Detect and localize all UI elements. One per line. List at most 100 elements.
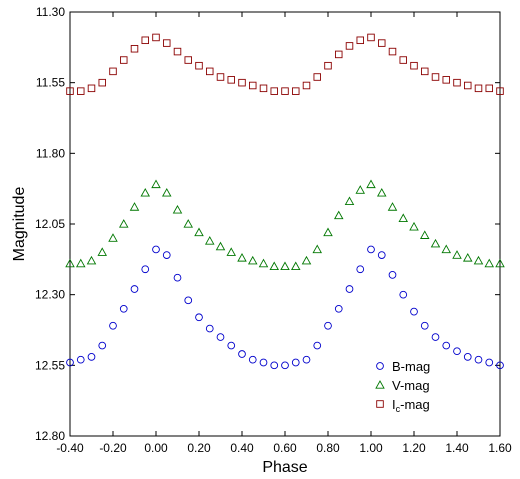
data-point — [237, 252, 247, 262]
data-point — [312, 244, 323, 254]
data-point — [484, 258, 495, 268]
data-point — [292, 87, 300, 95]
data-point — [119, 304, 128, 313]
x-tick-label: 0.20 — [187, 441, 211, 455]
data-point — [431, 333, 440, 341]
data-point — [109, 67, 117, 76]
x-tick-label: 0.80 — [316, 441, 340, 455]
data-point — [291, 358, 300, 367]
data-point — [152, 245, 160, 254]
data-point — [140, 187, 151, 197]
data-point — [377, 251, 386, 259]
series-v-mag — [65, 179, 505, 271]
y-tick-label: 12.05 — [35, 217, 65, 231]
data-point — [86, 255, 97, 265]
data-point — [162, 39, 171, 47]
x-tick-label: 1.60 — [488, 441, 512, 455]
data-point — [97, 247, 108, 256]
legend-marker — [376, 400, 384, 408]
data-point — [98, 78, 106, 87]
data-point — [473, 255, 484, 265]
data-point — [495, 258, 505, 268]
x-tick-label: 0.40 — [230, 441, 254, 455]
y-tick-label: 11.55 — [36, 76, 65, 90]
data-point — [345, 42, 354, 50]
data-point — [248, 355, 257, 364]
data-point — [366, 179, 376, 189]
legend-label: Ic-mag — [392, 397, 430, 414]
data-point — [259, 358, 268, 367]
data-point — [313, 341, 322, 350]
data-point — [324, 321, 332, 330]
legend-marker — [376, 362, 384, 370]
data-point — [194, 227, 204, 237]
series-ic-mag — [66, 33, 504, 95]
data-point — [464, 81, 472, 90]
y-tick-label: 11.30 — [36, 5, 65, 19]
data-point — [141, 265, 150, 274]
data-point — [258, 258, 269, 268]
data-point — [280, 261, 290, 271]
data-point — [485, 84, 494, 93]
data-point — [162, 251, 171, 259]
data-point — [367, 33, 375, 42]
data-point — [205, 324, 214, 333]
data-point — [388, 271, 397, 279]
data-point — [172, 204, 183, 214]
data-point — [66, 358, 74, 367]
data-point — [76, 87, 85, 95]
data-point — [183, 219, 194, 228]
data-point — [98, 341, 107, 350]
data-point — [87, 84, 96, 93]
data-point — [269, 261, 280, 271]
data-point — [226, 247, 237, 256]
data-point — [259, 84, 268, 93]
data-point — [302, 81, 311, 90]
data-point — [215, 241, 226, 251]
data-point — [173, 47, 182, 56]
data-point — [485, 358, 494, 367]
data-point — [204, 236, 215, 245]
data-point — [281, 361, 289, 370]
data-point — [410, 307, 418, 316]
data-point — [108, 233, 118, 242]
data-point — [410, 61, 418, 70]
data-point — [151, 179, 161, 189]
data-point — [420, 321, 429, 330]
data-point — [496, 87, 504, 95]
x-tick-label: 1.20 — [402, 441, 426, 455]
legend-label: V-mag — [392, 378, 430, 393]
data-point — [421, 67, 429, 76]
data-point — [281, 87, 289, 95]
data-point — [184, 56, 192, 64]
legend-marker — [375, 380, 385, 389]
data-point — [109, 321, 117, 330]
data-point — [248, 81, 257, 90]
data-point — [66, 87, 74, 95]
data-point — [227, 341, 236, 350]
data-point — [227, 76, 235, 84]
data-point — [129, 202, 140, 211]
data-point — [367, 245, 375, 254]
data-point — [463, 353, 472, 361]
legend: B-mag V-mag Ic-mag — [375, 359, 430, 414]
data-point — [409, 221, 419, 231]
x-tick-label: 0.00 — [144, 441, 168, 455]
data-point — [334, 304, 343, 313]
y-tick-label: 12.80 — [35, 429, 65, 443]
data-point — [345, 285, 354, 293]
data-point — [119, 56, 128, 64]
y-tick-label: 12.55 — [35, 358, 65, 372]
data-point — [75, 258, 86, 268]
data-point — [302, 355, 311, 364]
y-tick-label: 11.80 — [36, 146, 65, 160]
series-b-mag — [66, 245, 504, 370]
data-point — [398, 213, 409, 222]
data-point — [195, 313, 203, 322]
data-point — [355, 185, 366, 194]
data-point — [238, 350, 246, 358]
data-point — [387, 202, 398, 211]
data-point — [474, 84, 483, 93]
x-tick-label: 0.60 — [273, 441, 297, 455]
data-point — [323, 227, 333, 237]
